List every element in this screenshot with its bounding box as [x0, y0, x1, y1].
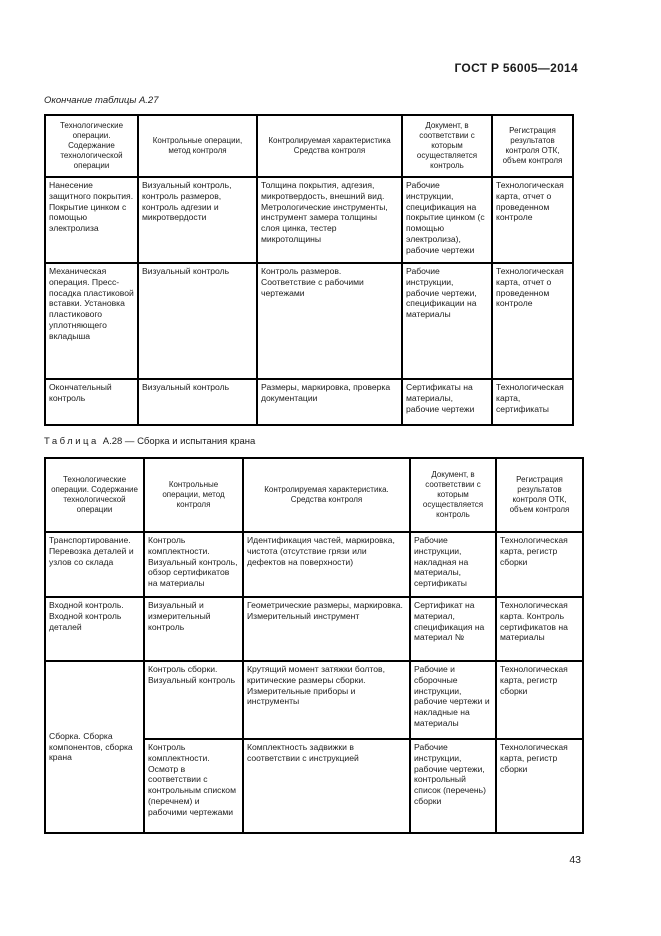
column-header: Регистрация результатов контроля ОТК, об…: [495, 457, 584, 533]
table-cell: Технологическая карта, отчет о проведенн…: [491, 176, 574, 264]
column-header: Контрольные операции, метод контроля: [143, 457, 244, 533]
table-cell: Технологическая карта, сертификаты: [491, 378, 574, 426]
column-header: Документ, в соответствии с которым осуще…: [401, 114, 493, 178]
table-cell: Технологическая карта, регистр сборки: [495, 531, 584, 598]
table-a28-caption-word: Таблица: [44, 436, 99, 447]
table-cell: Контроль сборки. Визуальный контроль: [143, 660, 244, 740]
table-a28-caption-text: А.28 — Сборка и испытания крана: [102, 436, 256, 447]
table-cell: Визуальный контроль: [137, 378, 258, 426]
table-cell: Размеры, маркировка, проверка документац…: [256, 378, 403, 426]
table-cell: Технологическая карта. Контроль сертифик…: [495, 596, 584, 662]
table-row: Транспортирование. Перевозка деталей и у…: [44, 531, 584, 598]
table-row: Нанесение защитного покрытия. Покрытие ц…: [44, 176, 574, 264]
table-cell: Визуальный контроль, контроль размеров, …: [137, 176, 258, 264]
column-header: Контролируемая характеристика. Средства …: [242, 457, 411, 533]
table-cell: Контроль размеров. Соответствие с рабочи…: [256, 262, 403, 380]
table-cell: Рабочие и сборочные инструкции, рабочие …: [409, 660, 497, 740]
table-cell: Визуальный контроль: [137, 262, 258, 380]
table-cell: Геометрические размеры, маркировка. Изме…: [242, 596, 411, 662]
table-cell: Контроль комплектности. Осмотр в соответ…: [143, 738, 244, 834]
page-number: 43: [569, 854, 581, 866]
table-cell: Крутящий момент затяжки болтов, критичес…: [242, 660, 411, 740]
table-row: Сборка. Сборка компонентов, сборка крана…: [44, 660, 584, 834]
column-header: Контролируемая характеристика Средства к…: [256, 114, 403, 178]
column-header: Контрольные операции, метод контроля: [137, 114, 258, 178]
table-cell: Комплектность задвижки в соответствии с …: [242, 738, 411, 834]
table-cell: Рабочие инструкции, спецификация на покр…: [401, 176, 493, 264]
table-row: Механическая операция. Пресс-посадка пла…: [44, 262, 574, 380]
table-cell: Сертификаты на материалы, рабочие чертеж…: [401, 378, 493, 426]
table-cell: Контроль комплектности. Визуальный контр…: [143, 531, 244, 598]
table-cell: Нанесение защитного покрытия. Покрытие ц…: [44, 176, 139, 264]
table-a27-continuation-caption: Окончание таблицы А.27: [44, 95, 159, 106]
table-cell: Рабочие инструкции, рабочие чертежи, спе…: [401, 262, 493, 380]
table-header-row: Технологические операции. Содержание тех…: [44, 457, 584, 533]
table-cell: Окончательный контроль: [44, 378, 139, 426]
table-cell: Механическая операция. Пресс-посадка пла…: [44, 262, 139, 380]
column-header: Регистрация результатов контроля ОТК, об…: [491, 114, 574, 178]
table-cell: Визуальный и измерительный контроль: [143, 596, 244, 662]
standard-designation: ГОСТ Р 56005—2014: [454, 61, 578, 75]
table-a28-caption: Таблица А.28 — Сборка и испытания крана: [44, 436, 255, 447]
column-header: Технологические операции. Содержание тех…: [44, 114, 139, 178]
table-cell: Сертификат на материал, спецификация на …: [409, 596, 497, 662]
table-cell: Рабочие инструкции, накладная на материа…: [409, 531, 497, 598]
column-header: Документ, в соответствии с которым осуще…: [409, 457, 497, 533]
table-cell: Входной контроль. Входной контроль детал…: [44, 596, 145, 662]
table-cell: Технологическая карта, отчет о проведенн…: [491, 262, 574, 380]
table-row: Входной контроль. Входной контроль детал…: [44, 596, 584, 662]
table-cell: Толщина покрытия, адгезия, микротвердост…: [256, 176, 403, 264]
table-a28: Технологические операции. Содержание тех…: [44, 457, 584, 834]
table-a27: Технологические операции. Содержание тех…: [44, 114, 574, 426]
table-cell: Технологическая карта, регистр сборки: [495, 660, 584, 740]
table-row: Контроль комплектности. Осмотр в соответ…: [45, 738, 584, 834]
table-row: Окончательный контроль Визуальный контрол…: [44, 378, 574, 426]
table-cell: Рабочие инструкции, рабочие чертежи, кон…: [409, 738, 497, 834]
table-cell: Идентификация частей, маркировка, чистот…: [242, 531, 411, 598]
table-cell: Транспортирование. Перевозка деталей и у…: [44, 531, 145, 598]
table-header-row: Технологические операции. Содержание тех…: [44, 114, 574, 178]
table-cell: Сборка. Сборка компонентов, сборка крана: [44, 660, 145, 834]
table-cell: Технологическая карта, регистр сборки: [495, 738, 584, 834]
column-header: Технологические операции. Содержание тех…: [44, 457, 145, 533]
